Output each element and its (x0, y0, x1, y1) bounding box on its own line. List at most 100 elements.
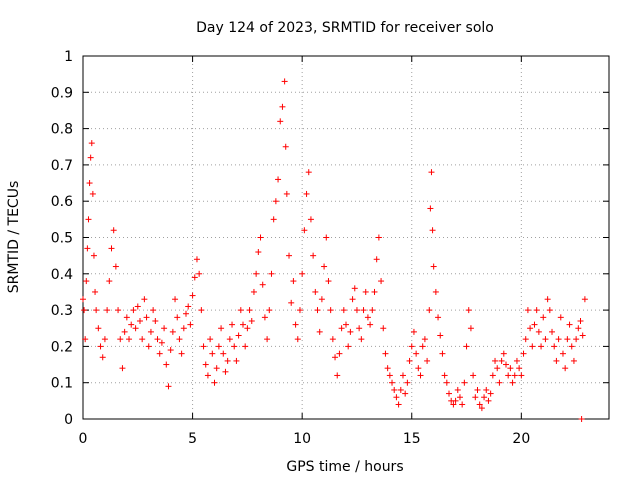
data-point (275, 176, 282, 183)
data-point (93, 307, 100, 314)
data-point (380, 325, 387, 332)
data-point (351, 285, 358, 292)
data-point (546, 307, 553, 314)
data-point (492, 357, 499, 364)
data-point (500, 350, 507, 357)
data-point (402, 390, 409, 397)
data-point (432, 288, 439, 295)
data-point (489, 372, 496, 379)
data-point (115, 307, 122, 314)
data-point (215, 343, 222, 350)
data-point (579, 332, 586, 339)
x-axis-label: GPS time / hours (286, 459, 403, 475)
data-point (136, 317, 143, 324)
data-point (496, 379, 503, 386)
data-point (110, 227, 117, 234)
y-tick-label: 0.5 (51, 231, 73, 247)
data-point (248, 317, 255, 324)
data-point (121, 328, 128, 335)
x-tick-label: 0 (79, 431, 88, 447)
data-point (163, 361, 170, 368)
data-point (250, 288, 257, 295)
data-point (494, 365, 501, 372)
data-point (485, 397, 492, 404)
data-point (555, 336, 562, 343)
data-point (150, 307, 157, 314)
data-point (487, 390, 494, 397)
data-point (87, 154, 94, 161)
data-point (180, 325, 187, 332)
data-point (329, 336, 336, 343)
data-point (193, 256, 200, 263)
data-point (391, 386, 398, 393)
data-point (581, 296, 588, 303)
data-point (461, 379, 468, 386)
data-point (439, 350, 446, 357)
data-point (502, 361, 509, 368)
data-point (191, 274, 198, 281)
data-point (174, 314, 181, 321)
data-point (202, 361, 209, 368)
data-point (426, 307, 433, 314)
grid-lines (83, 56, 609, 419)
data-point (509, 379, 516, 386)
data-point (467, 325, 474, 332)
data-point (386, 372, 393, 379)
data-point (577, 317, 584, 324)
data-point (456, 394, 463, 401)
data-point (345, 343, 352, 350)
data-point (139, 336, 146, 343)
data-point (189, 292, 196, 299)
y-tick-label: 0.7 (51, 158, 73, 174)
data-point (481, 394, 488, 401)
data-point (474, 386, 481, 393)
data-point (167, 347, 174, 354)
data-point (564, 336, 571, 343)
data-point (196, 270, 203, 277)
data-point (299, 270, 306, 277)
y-tick-label: 0 (64, 412, 73, 428)
data-point (575, 325, 582, 332)
data-point (237, 307, 244, 314)
data-point (340, 307, 347, 314)
data-point (204, 372, 211, 379)
plot-frame (82, 55, 610, 420)
data-point (419, 343, 426, 350)
data-point (498, 357, 505, 364)
data-point (123, 314, 130, 321)
data-point (209, 350, 216, 357)
data-point (253, 270, 260, 277)
data-point (443, 379, 450, 386)
data-point (375, 234, 382, 241)
data-point (128, 321, 135, 328)
data-point (126, 336, 133, 343)
data-point (314, 307, 321, 314)
data-point (207, 336, 214, 343)
data-point (82, 336, 89, 343)
data-point (511, 372, 518, 379)
data-point (441, 372, 448, 379)
data-point (463, 343, 470, 350)
data-point (465, 307, 472, 314)
data-point (421, 336, 428, 343)
data-point (81, 307, 88, 314)
data-point (507, 365, 514, 372)
data-point (158, 339, 165, 346)
data-point (242, 343, 249, 350)
data-point (134, 303, 141, 310)
data-point (518, 372, 525, 379)
data-point (520, 350, 527, 357)
data-point (535, 328, 542, 335)
data-point (224, 357, 231, 364)
data-point (384, 365, 391, 372)
data-point (427, 205, 434, 212)
data-point (183, 310, 190, 317)
data-point (549, 328, 556, 335)
data-point (568, 343, 575, 350)
data-point (459, 401, 466, 408)
data-point (399, 372, 406, 379)
axis-ticks (82, 55, 609, 420)
data-point (450, 401, 457, 408)
data-point (531, 321, 538, 328)
data-point (476, 401, 483, 408)
